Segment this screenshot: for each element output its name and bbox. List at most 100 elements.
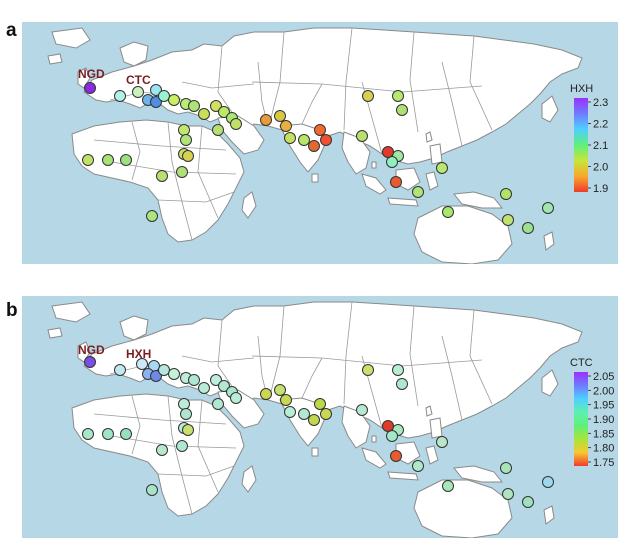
sample-point[interactable] [158, 364, 170, 376]
sample-point[interactable] [522, 222, 534, 234]
sample-point[interactable] [442, 480, 454, 492]
sample-point[interactable] [210, 100, 222, 112]
sample-point[interactable] [156, 170, 168, 182]
country-border [469, 35, 493, 131]
sample-point[interactable] [412, 460, 424, 472]
sample-point[interactable] [396, 378, 408, 390]
sample-point[interactable] [362, 90, 374, 102]
sample-point[interactable] [146, 484, 158, 496]
sample-point[interactable] [390, 176, 402, 188]
sample-point[interactable] [542, 202, 554, 214]
africa-landmass [71, 393, 245, 517]
sample-point[interactable] [114, 364, 126, 376]
sample-point[interactable] [132, 86, 144, 98]
sample-point[interactable] [212, 398, 224, 410]
sample-point[interactable] [362, 364, 374, 376]
sample-point[interactable] [168, 368, 180, 380]
sample-point[interactable] [436, 162, 448, 174]
sample-point[interactable] [392, 364, 404, 376]
sample-point[interactable] [82, 428, 94, 440]
sample-point[interactable] [150, 84, 162, 96]
sample-point[interactable] [280, 120, 292, 132]
sample-point[interactable] [542, 476, 554, 488]
sample-point[interactable] [386, 156, 398, 168]
sample-point[interactable] [314, 124, 326, 136]
sample-point[interactable] [274, 110, 286, 122]
sample-point[interactable] [150, 370, 162, 382]
sample-point[interactable] [274, 384, 286, 396]
sample-point[interactable] [502, 214, 514, 226]
sample-point[interactable] [308, 414, 320, 426]
sample-point[interactable] [412, 186, 424, 198]
sample-point[interactable] [382, 420, 394, 432]
sample-point[interactable] [218, 380, 230, 392]
sample-point[interactable] [230, 118, 242, 130]
sample-point[interactable] [382, 146, 394, 158]
sample-point[interactable] [82, 154, 94, 166]
country-border [111, 435, 237, 449]
legend-tick-label: 2.0 [593, 162, 608, 174]
country-border [217, 319, 237, 393]
sample-point[interactable] [260, 388, 272, 400]
sample-point[interactable] [308, 140, 320, 152]
sample-point[interactable] [198, 382, 210, 394]
sample-point[interactable] [120, 154, 132, 166]
sample-point[interactable] [120, 428, 132, 440]
sample-point[interactable] [522, 496, 534, 508]
sample-point[interactable] [436, 436, 448, 448]
sample-point[interactable] [298, 408, 310, 420]
sample-point[interactable] [280, 394, 292, 406]
sample-point[interactable] [102, 154, 114, 166]
sample-point[interactable] [442, 206, 454, 218]
sample-point[interactable] [136, 358, 148, 370]
sample-point[interactable] [392, 90, 404, 102]
sample-point[interactable] [188, 374, 200, 386]
sample-point[interactable] [176, 166, 188, 178]
sample-point[interactable] [260, 114, 272, 126]
sample-point[interactable] [298, 134, 310, 146]
sample-point[interactable] [156, 444, 168, 456]
sample-point[interactable] [146, 210, 158, 222]
sample-point[interactable] [356, 130, 368, 142]
sample-point[interactable] [500, 462, 512, 474]
sample-point[interactable] [182, 150, 194, 162]
sample-point[interactable] [84, 82, 96, 94]
sample-point[interactable] [114, 90, 126, 102]
sample-point[interactable] [314, 398, 326, 410]
country-border [409, 305, 419, 407]
japan-landmass [541, 95, 559, 123]
sample-point[interactable] [396, 104, 408, 116]
sample-point[interactable] [178, 398, 190, 410]
philippines-landmass [429, 143, 443, 165]
sample-point[interactable] [212, 124, 224, 136]
sample-point[interactable] [390, 450, 402, 462]
sample-point[interactable] [84, 356, 96, 368]
sample-point[interactable] [230, 392, 242, 404]
sample-point[interactable] [188, 100, 200, 112]
sample-point[interactable] [386, 430, 398, 442]
sample-point[interactable] [218, 106, 230, 118]
sample-point[interactable] [150, 96, 162, 108]
sample-point[interactable] [180, 134, 192, 146]
sample-point[interactable] [284, 406, 296, 418]
sumatra-landmass [361, 447, 387, 469]
sample-point[interactable] [320, 408, 332, 420]
sample-point[interactable] [284, 132, 296, 144]
sample-point[interactable] [178, 124, 190, 136]
sample-point[interactable] [500, 188, 512, 200]
sample-point[interactable] [180, 408, 192, 420]
sample-point[interactable] [168, 94, 180, 106]
sample-point[interactable] [182, 424, 194, 436]
sample-point[interactable] [502, 488, 514, 500]
sample-point[interactable] [210, 374, 222, 386]
country-border [409, 31, 419, 133]
legend-tick-label: 1.95 [593, 400, 614, 412]
sample-point[interactable] [356, 404, 368, 416]
sample-point[interactable] [176, 440, 188, 452]
sample-point[interactable] [198, 108, 210, 120]
sample-point[interactable] [320, 134, 332, 146]
country-border [441, 335, 463, 421]
sample-point[interactable] [158, 90, 170, 102]
sample-point[interactable] [102, 428, 114, 440]
